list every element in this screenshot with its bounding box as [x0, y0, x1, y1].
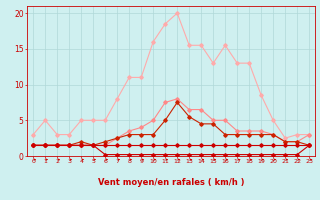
X-axis label: Vent moyen/en rafales ( km/h ): Vent moyen/en rafales ( km/h )	[98, 178, 244, 187]
